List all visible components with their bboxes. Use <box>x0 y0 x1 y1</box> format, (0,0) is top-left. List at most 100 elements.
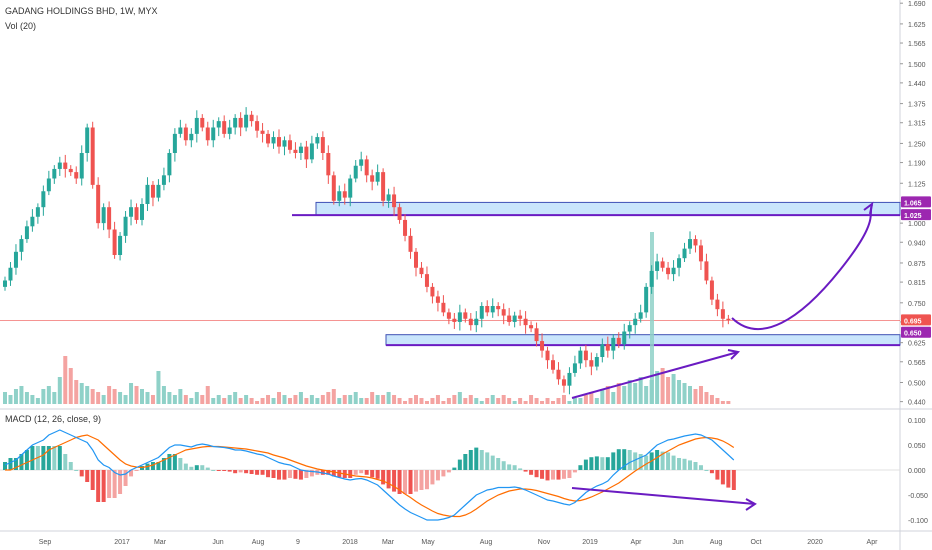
time-tick-label: Nov <box>538 539 551 546</box>
price-tick-label: 1.440 <box>908 81 926 88</box>
macd-histogram-bar <box>622 449 627 470</box>
time-tick-label: Jun <box>212 539 223 546</box>
price-level-tag <box>901 314 931 326</box>
macd-panel <box>0 429 900 521</box>
macd-histogram-bar <box>534 470 539 478</box>
macd-histogram-bar <box>96 470 101 502</box>
volume-bar <box>222 398 227 404</box>
candle-down <box>150 184 155 198</box>
candle-up <box>457 312 462 322</box>
volume-bar <box>167 392 172 404</box>
time-tick-label: May <box>421 539 435 546</box>
macd-histogram-bar <box>200 465 205 470</box>
candle-down <box>222 121 227 134</box>
candle-down <box>266 133 271 144</box>
macd-histogram-bar <box>688 460 692 470</box>
volume-bar <box>129 383 134 404</box>
volume-bar <box>709 395 714 404</box>
macd-histogram-bar <box>414 470 418 492</box>
candle-up <box>594 357 599 367</box>
volume-bar <box>567 401 572 404</box>
candle-down <box>326 153 331 176</box>
volume-bar <box>8 395 13 404</box>
macd-histogram-bar <box>63 454 68 470</box>
price-level-tag <box>901 196 931 208</box>
price-tick-label: 0.500 <box>908 381 926 388</box>
volume-bar <box>118 392 123 404</box>
volume-bar <box>57 377 62 404</box>
symbol-title: GADANG HOLDINGS BHD, 1W, MYX <box>5 6 158 16</box>
macd-histogram-bar <box>101 470 106 502</box>
volume-bar <box>189 398 194 404</box>
price-tick-label: 1.315 <box>908 121 926 128</box>
time-tick-label: Aug <box>252 539 265 546</box>
time-tick-label: Sep <box>39 539 52 546</box>
macd-histogram-bar <box>583 459 588 470</box>
volume-bar <box>68 368 73 404</box>
volume-bar <box>13 389 18 404</box>
macd-histogram-bar <box>726 470 731 488</box>
candle-down <box>523 318 528 326</box>
volume-bar <box>534 398 539 404</box>
volume-bar <box>238 398 243 404</box>
macd-histogram-bar <box>348 470 353 478</box>
volume-bar <box>211 398 216 404</box>
macd-histogram-bar <box>572 470 577 473</box>
volume-bar <box>112 389 117 404</box>
macd-histogram-bar <box>512 465 517 470</box>
candle-up <box>386 194 391 201</box>
volume-bar <box>205 386 210 404</box>
macd-histogram-bar <box>655 450 660 470</box>
price-tick-label: 0.875 <box>908 261 926 268</box>
candle-down <box>238 117 243 128</box>
macd-histogram-bar <box>326 470 331 475</box>
candle-down <box>540 341 545 351</box>
candle-down <box>63 162 68 169</box>
volume-bar <box>479 401 484 404</box>
candle-down <box>90 127 95 185</box>
candle-up <box>35 207 40 217</box>
price-level-tag <box>901 209 931 221</box>
volume-bar <box>287 398 292 404</box>
volume-bar <box>485 398 490 404</box>
volume-bar <box>326 392 331 404</box>
candle-down <box>403 219 408 236</box>
volume-spike-bar <box>650 232 654 404</box>
volume-bar <box>79 383 84 404</box>
macd-histogram-bar <box>68 462 73 470</box>
volume-bar <box>107 386 112 404</box>
macd-histogram-bar <box>551 470 555 480</box>
candle-up <box>172 133 177 153</box>
candle-down <box>589 360 594 367</box>
candle-down <box>68 168 73 173</box>
volume-bar <box>414 395 418 404</box>
candle-up <box>315 137 320 144</box>
volume-bar <box>52 392 57 404</box>
price-axis[interactable]: 1.690 1.625 1.565 1.500 1.440 1.375 1.315 1.250… <box>900 1 931 525</box>
macd-tick-label: 0.000 <box>908 468 926 475</box>
macd-histogram-bar <box>13 458 18 470</box>
volume-bar <box>96 392 101 404</box>
volume-bar <box>704 392 709 404</box>
candle-down <box>452 318 457 322</box>
price-level-tag-text: 1.065 <box>904 200 922 207</box>
volume-bar <box>19 386 24 404</box>
volume-bar <box>589 392 594 404</box>
candle-up <box>227 127 232 134</box>
candle-up <box>52 168 57 179</box>
macd-histogram-bar <box>381 470 386 485</box>
volume-bar <box>611 392 616 404</box>
candle-up <box>572 363 577 373</box>
time-axis[interactable]: Sep 2017 Mar Jun Aug 9 2018 Mar May Aug Nov 2019 Apr… <box>39 539 878 546</box>
macd-histogram-bar <box>85 470 90 482</box>
candle-down <box>468 318 473 326</box>
volume-bar <box>24 392 29 404</box>
volume-bar <box>161 386 166 404</box>
candle-down <box>112 229 117 255</box>
macd-histogram-bar <box>293 470 298 479</box>
candle-down <box>183 127 188 141</box>
macd-histogram-bar <box>386 470 391 489</box>
volume-bar <box>348 395 353 404</box>
volume-bar <box>90 389 95 404</box>
